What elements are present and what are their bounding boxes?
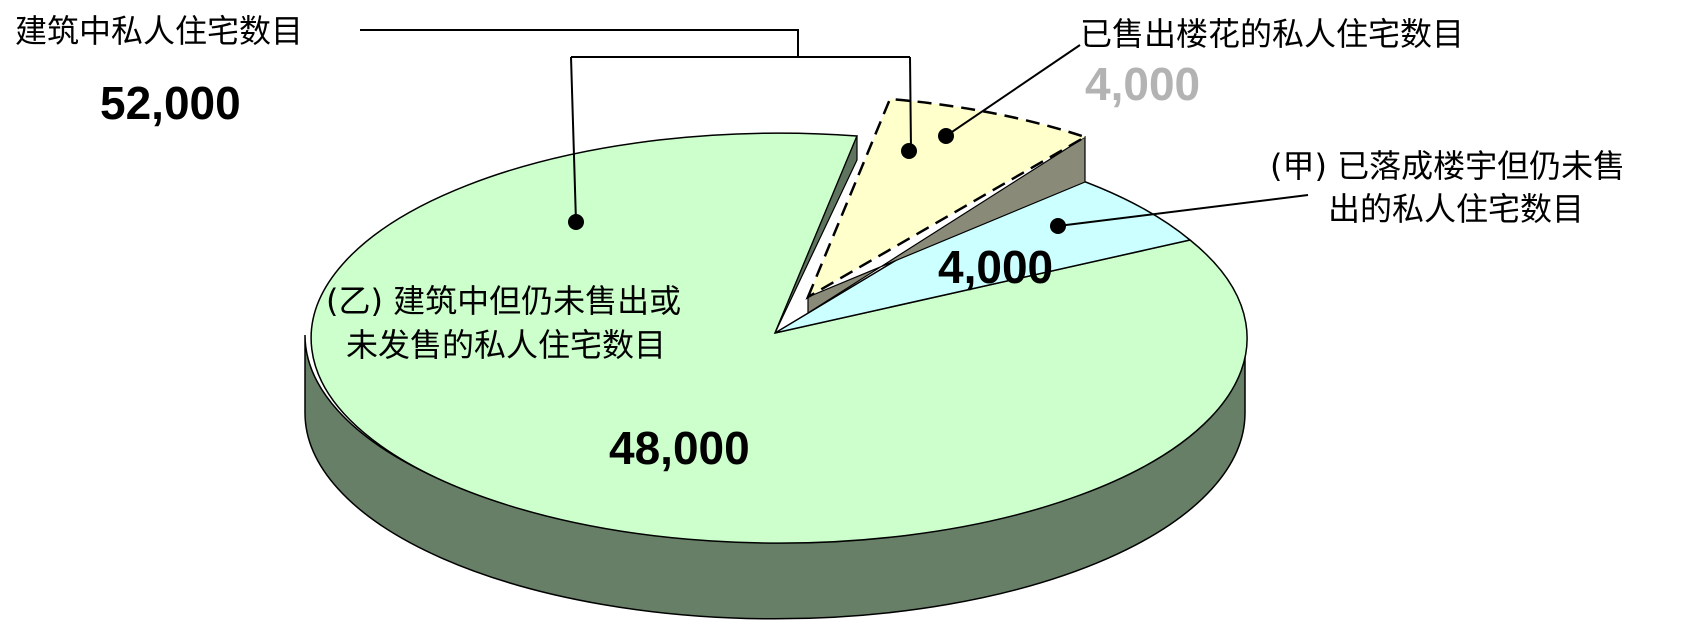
unsold-label-line1: (乙) 建筑中但仍未售出或 <box>326 282 681 320</box>
completed-leader-dot <box>1050 218 1066 234</box>
presold-leader-line <box>945 44 1081 137</box>
total-bracket-dot-left <box>568 214 584 230</box>
total-value: 52,000 <box>100 77 241 129</box>
presold-leader-dot <box>938 128 954 144</box>
slice-a-wall <box>774 135 858 334</box>
completed-label-line2: 出的私人住宅数目 <box>1328 190 1584 228</box>
unsold-label-line2: 未发售的私人住宅数目 <box>346 326 666 364</box>
completed-leader-line <box>1057 194 1309 227</box>
slice-under-construction-unsold <box>310 132 1248 544</box>
unsold-value: 48,000 <box>609 422 750 474</box>
total-bracket-line <box>360 29 912 223</box>
presold-value: 4,000 <box>1085 58 1200 110</box>
slice-presold <box>805 97 1089 300</box>
completed-value: 4,000 <box>938 241 1053 293</box>
total-bracket-dot-right <box>901 143 917 159</box>
completed-label-line1: (甲) 已落成楼宇但仍未售 <box>1270 147 1625 185</box>
total-label: 建筑中私人住宅数目 <box>15 12 303 50</box>
slice-b-wall <box>807 135 1086 315</box>
presold-label: 已售出楼花的私人住宅数目 <box>1080 15 1464 53</box>
